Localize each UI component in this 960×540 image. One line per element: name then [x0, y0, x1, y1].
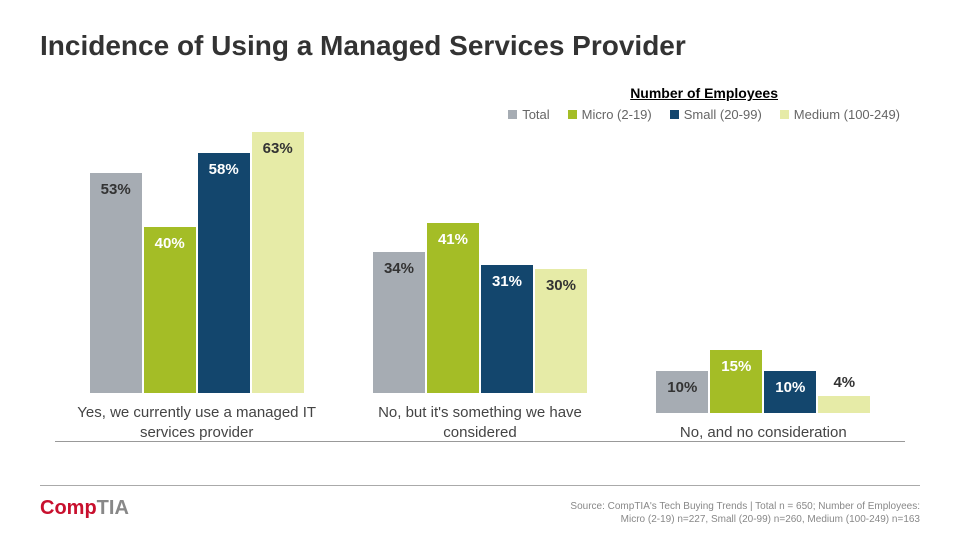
source-line: Source: CompTIA's Tech Buying Trends | T… — [570, 500, 920, 513]
bar-cluster: 10%15%10%4% — [655, 123, 871, 413]
bar: 58% — [198, 153, 250, 393]
x-axis-line — [55, 441, 905, 442]
swatch-icon — [780, 110, 789, 119]
bar-value-label: 10% — [764, 379, 816, 396]
bar: 4% — [818, 396, 870, 413]
bar: 34% — [373, 252, 425, 393]
bar: 53% — [90, 173, 142, 393]
footer-divider — [40, 485, 920, 486]
bar-group: 10%15%10%4%No, and no consideration — [622, 123, 905, 443]
bar-cluster: 53% 40% 58%63% — [89, 103, 305, 393]
bar-value-label: 30% — [535, 277, 587, 294]
source-line: Micro (2-19) n=227, Small (20-99) n=260,… — [570, 513, 920, 526]
category-label: No, but it's something we have considere… — [350, 403, 610, 442]
bar: 30% — [535, 269, 587, 393]
bar-group: 53% 40% 58%63% Yes, we currently use a mana… — [55, 103, 338, 442]
logo-comp: Comp — [40, 497, 97, 519]
bar-value-label: 10% — [656, 379, 708, 396]
bar: 10% — [764, 371, 816, 412]
legend-title: Number of Employees — [508, 85, 900, 101]
swatch-icon — [670, 110, 679, 119]
category-label: No, and no consideration — [680, 423, 847, 443]
bar-chart: 53% 40% 58%63% Yes, we currently use a mana… — [55, 122, 905, 442]
bar: 31% — [481, 265, 533, 393]
bar-value-label: 58% — [198, 161, 250, 178]
bar-value-label: 63% — [252, 140, 304, 157]
bar-value-label: 41% — [427, 231, 479, 248]
bar: 40% — [144, 227, 196, 393]
bar: 15% — [710, 350, 762, 412]
bar-value-label: 40% — [144, 235, 196, 252]
bar-value-label: 15% — [710, 358, 762, 375]
bar-value-label: 34% — [373, 260, 425, 277]
bar-value-label: 53% — [90, 181, 142, 198]
bar-group: 34%41% 31%30% No, but it's something we ha… — [338, 103, 621, 442]
comptia-logo: CompTIA — [40, 497, 129, 520]
source-note: Source: CompTIA's Tech Buying Trends | T… — [570, 500, 920, 526]
legend-item-medium: Medium (100-249) — [780, 107, 900, 122]
bar: 10% — [656, 371, 708, 412]
bar-value-label: 31% — [481, 273, 533, 290]
legend-label: Small (20-99) — [684, 107, 762, 122]
bar: 63% — [252, 132, 304, 393]
page-title: Incidence of Using a Managed Services Pr… — [40, 30, 920, 62]
legend-label: Medium (100-249) — [794, 107, 900, 122]
slide: Incidence of Using a Managed Services Pr… — [0, 0, 960, 540]
category-label: Yes, we currently use a managed IT servi… — [67, 403, 327, 442]
legend-item-small: Small (20-99) — [670, 107, 762, 122]
bar: 41% — [427, 223, 479, 393]
logo-tia: TIA — [97, 497, 129, 519]
bar-cluster: 34%41% 31%30% — [372, 103, 588, 393]
bar-value-label: 4% — [818, 374, 870, 391]
